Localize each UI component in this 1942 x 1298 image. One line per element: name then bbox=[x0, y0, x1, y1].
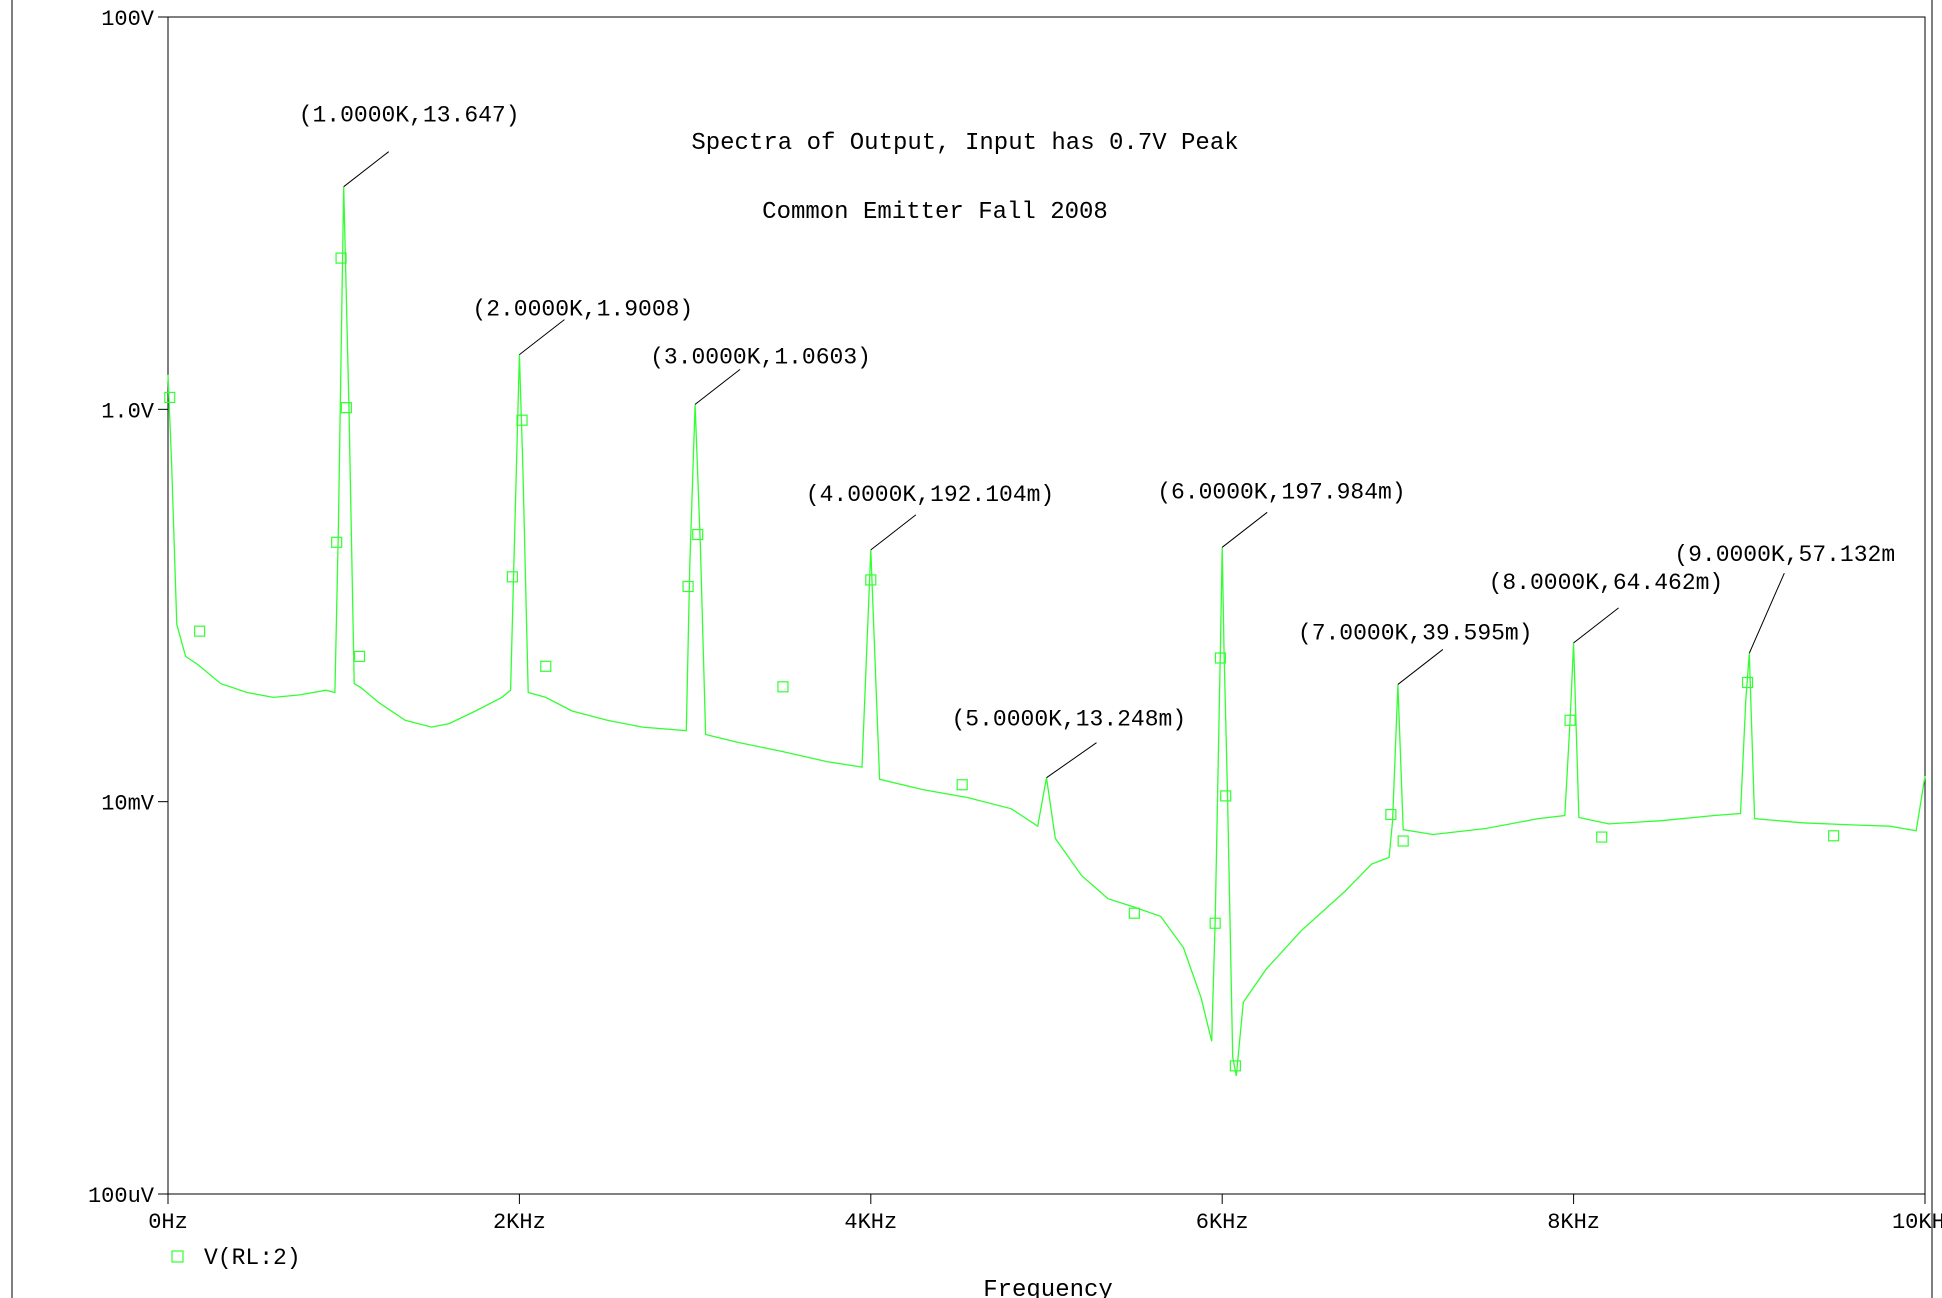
data-point-marker bbox=[340, 402, 352, 414]
annotation-leader-line bbox=[1748, 572, 1785, 654]
data-point-marker bbox=[1229, 1060, 1241, 1072]
annotation-leader-line bbox=[1573, 607, 1619, 644]
x-tick-label: 8KHz bbox=[1547, 1210, 1600, 1235]
data-point-marker bbox=[692, 528, 704, 541]
y-tick-label: 1.0V bbox=[101, 399, 155, 424]
peak-annotation-label: (9.0000K,57.132m bbox=[1674, 542, 1895, 568]
data-point-marker bbox=[506, 571, 518, 583]
x-tick-label: 0Hz bbox=[148, 1210, 188, 1235]
data-point-marker bbox=[353, 650, 366, 663]
peak-annotations: (1.0000K,13.647) (2.0000K,1.9008) (3.0000K… bbox=[299, 103, 1895, 779]
annotation-leader-line bbox=[694, 368, 741, 405]
annotation-leader-line bbox=[1221, 511, 1268, 548]
peak-annotation-label: (8.0000K,64.462m) bbox=[1489, 570, 1724, 596]
legend-marker-icon bbox=[171, 1250, 184, 1263]
peak-annotation-label: (7.0000K,39.595m) bbox=[1298, 620, 1533, 646]
series-v-rl2 bbox=[167, 186, 1926, 1077]
x-tick-label: 6KHz bbox=[1196, 1210, 1249, 1235]
chart-subtitle: Common Emitter Fall 2008 bbox=[762, 199, 1108, 226]
annotation-leader-line bbox=[1046, 742, 1097, 779]
x-tick-label: 4KHz bbox=[844, 1210, 897, 1235]
data-point-marker bbox=[1741, 676, 1754, 689]
annotation-leader-line bbox=[870, 514, 917, 551]
series-line-v-rl2 bbox=[167, 186, 1926, 1077]
data-point-marker bbox=[1209, 917, 1221, 929]
y-tick-label: 100V bbox=[101, 7, 155, 32]
data-point-marker bbox=[956, 779, 968, 791]
annotation-leader-line bbox=[343, 151, 390, 188]
y-tick-label: 10mV bbox=[101, 792, 155, 817]
data-point-marker bbox=[1220, 790, 1232, 802]
data-point-marker bbox=[1385, 808, 1397, 821]
peak-annotation-label: (1.0000K,13.647) bbox=[299, 103, 520, 129]
data-point-marker bbox=[1214, 652, 1227, 664]
data-point-marker bbox=[331, 536, 343, 548]
x-axis-title: Frequency bbox=[983, 1277, 1113, 1298]
data-point-marker bbox=[682, 580, 694, 593]
data-point-marker bbox=[865, 574, 877, 586]
legend-label-v-rl2[interactable]: V(RL:2) bbox=[204, 1245, 301, 1271]
y-tick-label: 100uV bbox=[88, 1184, 155, 1209]
y-axis-ticks: 100V 1.0V 10mV 100uV bbox=[88, 7, 168, 1209]
data-point-marker bbox=[1828, 830, 1840, 842]
x-tick-label: 2KHz bbox=[493, 1210, 546, 1235]
data-point-marker bbox=[1596, 831, 1608, 843]
peak-annotation-label: (2.0000K,1.9008) bbox=[472, 297, 693, 323]
peak-annotation-label: (3.0000K,1.0603) bbox=[650, 344, 871, 370]
x-axis-ticks: 0Hz 2KHz 4KHz 6KHz 8KHz 10KHz bbox=[148, 1194, 1942, 1235]
peak-annotation-label: (4.0000K,192.104m) bbox=[806, 482, 1054, 508]
series-markers bbox=[164, 252, 1840, 1072]
data-point-marker bbox=[777, 681, 789, 693]
data-point-marker bbox=[1397, 835, 1409, 847]
data-point-marker bbox=[516, 414, 528, 426]
data-point-marker bbox=[164, 391, 176, 404]
plot-frame bbox=[167, 16, 1926, 1195]
peak-annotation-label: (5.0000K,13.248m) bbox=[952, 707, 1187, 733]
x-tick-label: 10KHz bbox=[1892, 1210, 1942, 1235]
data-point-marker bbox=[194, 625, 206, 637]
data-point-marker bbox=[540, 660, 552, 672]
chart-title: Spectra of Output, Input has 0.7V Peak bbox=[691, 130, 1238, 157]
annotation-leader-line bbox=[1397, 649, 1444, 685]
data-point-marker bbox=[335, 252, 347, 264]
annotation-leader-line bbox=[519, 319, 565, 356]
peak-annotation-label: (6.0000K,197.984m) bbox=[1157, 479, 1405, 505]
data-point-marker bbox=[1564, 714, 1576, 726]
data-point-marker bbox=[1128, 907, 1140, 919]
